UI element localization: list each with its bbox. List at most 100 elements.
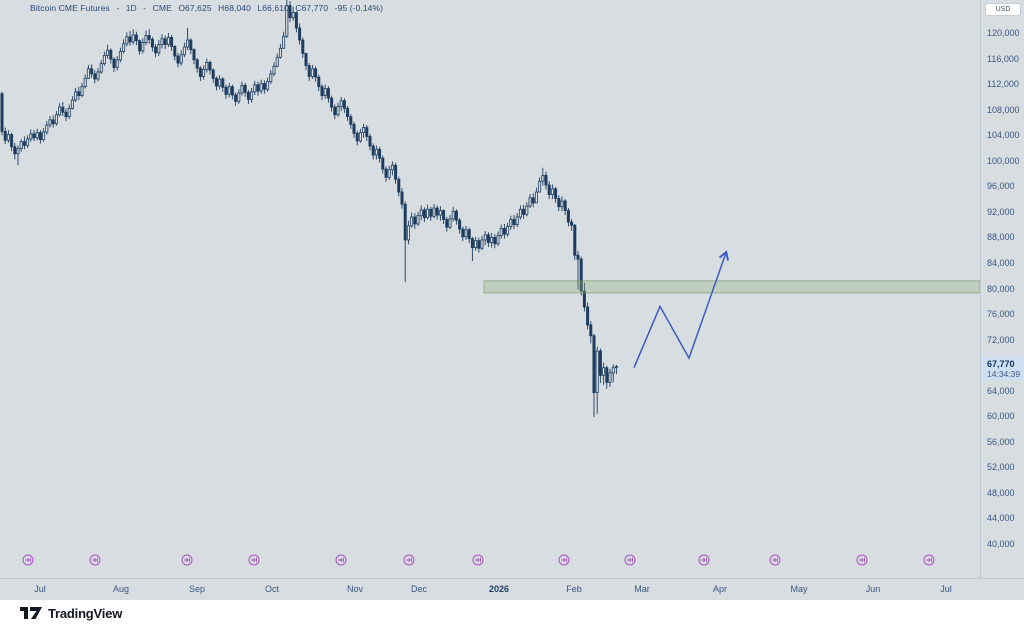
candle	[381, 155, 385, 174]
candlestick-chart[interactable]	[0, 0, 980, 578]
interval-label[interactable]: 1D	[125, 3, 137, 13]
contract-expiry-icon[interactable]	[624, 554, 636, 566]
price-zone-drawing[interactable]	[483, 280, 980, 294]
symbol-name[interactable]: Bitcoin CME Futures	[30, 3, 110, 13]
legend-separator: -	[143, 3, 147, 13]
candle	[346, 105, 350, 122]
candle	[157, 40, 161, 56]
contract-expiry-icon[interactable]	[769, 554, 781, 566]
ohlc-high: H68,040	[218, 3, 251, 13]
candle	[387, 165, 391, 180]
candle	[221, 77, 225, 92]
time-tick-label: Nov	[346, 584, 364, 594]
symbol-legend[interactable]: Bitcoin CME Futures - 1D - CME O67,625 H…	[30, 3, 387, 13]
ohlc-low: L66,610	[257, 3, 289, 13]
ohlc-open: O67,625	[178, 3, 212, 13]
candle	[125, 32, 129, 47]
candle	[496, 231, 500, 246]
candle	[323, 84, 327, 99]
chart-canvas[interactable]	[0, 0, 980, 578]
candle	[192, 48, 196, 65]
candle	[131, 29, 135, 45]
candle	[365, 124, 369, 141]
price-tick-label: 44,000	[987, 513, 1015, 524]
candle	[243, 82, 247, 97]
candle	[416, 211, 420, 226]
ohlc-close: C67,770	[295, 3, 329, 13]
candle	[266, 77, 270, 92]
candle	[358, 128, 362, 143]
candle	[438, 206, 442, 221]
candle	[301, 37, 305, 58]
candle	[224, 84, 228, 99]
candle	[528, 193, 532, 209]
contract-expiry-icon[interactable]	[22, 554, 34, 566]
candle	[445, 216, 449, 232]
candle	[176, 52, 180, 68]
candle	[182, 42, 186, 58]
candle	[282, 31, 286, 49]
candle	[230, 84, 234, 100]
candle	[122, 39, 126, 54]
candle	[186, 27, 190, 51]
candle	[141, 38, 145, 54]
candle	[134, 31, 138, 46]
contract-expiry-icon[interactable]	[89, 554, 101, 566]
candle	[288, 1, 292, 23]
candle	[3, 127, 7, 145]
contract-expiry-icon[interactable]	[335, 554, 347, 566]
candle	[179, 50, 183, 66]
tradingview-logo[interactable]: TradingView	[20, 606, 122, 621]
candle	[166, 33, 170, 48]
time-tick-label: Jul	[940, 584, 952, 594]
candle	[64, 108, 68, 122]
candle	[19, 139, 23, 152]
contract-expiry-icon[interactable]	[856, 554, 868, 566]
candle	[550, 184, 554, 200]
candle	[602, 362, 606, 385]
candle	[307, 63, 311, 81]
contract-expiry-icon[interactable]	[472, 554, 484, 566]
candle	[378, 146, 382, 163]
candle	[579, 256, 583, 296]
contract-expiry-icon[interactable]	[558, 554, 570, 566]
trend-arrow-drawing[interactable]	[633, 253, 726, 368]
candle	[547, 181, 551, 200]
candle	[406, 220, 410, 245]
candle	[458, 218, 462, 234]
candle	[570, 218, 574, 232]
candle	[534, 187, 538, 204]
candle	[598, 348, 602, 384]
candle	[77, 86, 81, 101]
candle	[99, 59, 103, 74]
candle	[352, 121, 356, 138]
candle	[493, 234, 497, 249]
time-tick-label: 2026	[488, 584, 510, 594]
currency-toggle-button[interactable]: USD	[985, 3, 1021, 16]
candle	[13, 142, 17, 160]
price-tick-label: 76,000	[987, 309, 1015, 320]
contract-expiry-icon[interactable]	[248, 554, 260, 566]
candle	[362, 123, 366, 138]
candle	[246, 89, 250, 104]
candle	[253, 80, 257, 95]
time-axis[interactable]: Jul Aug Sep Oct Nov Dec 2026 Feb Mar Apr May Jun Jul	[0, 578, 1024, 600]
contract-expiry-icon[interactable]	[181, 554, 193, 566]
tradingview-logo-text: TradingView	[48, 606, 123, 621]
contract-expiry-icon[interactable]	[698, 554, 710, 566]
candle	[410, 212, 414, 228]
candle	[442, 209, 446, 224]
contract-expiry-icon[interactable]	[923, 554, 935, 566]
candle	[202, 65, 206, 80]
candle	[486, 232, 490, 247]
candle	[448, 215, 452, 230]
candle	[16, 145, 20, 166]
last-price-label: 67,770 14:34:39	[981, 356, 1024, 381]
candle	[106, 44, 110, 59]
candle	[272, 62, 276, 77]
contract-expiry-icon[interactable]	[403, 554, 415, 566]
candle	[269, 70, 273, 85]
time-tick-label: May	[790, 584, 808, 594]
candle	[22, 136, 26, 150]
price-axis[interactable]: USD 120,000 116,000 112,000 108,000 104,000 1…	[980, 0, 1024, 600]
